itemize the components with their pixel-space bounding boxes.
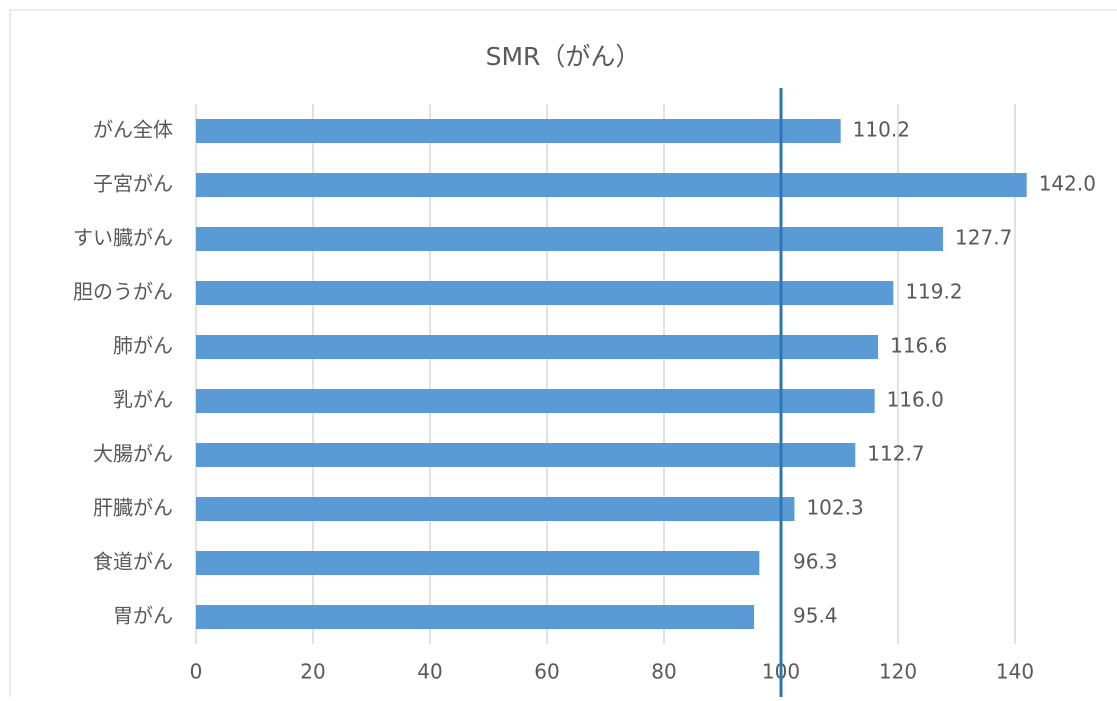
y-tick-label: がん全体 xyxy=(93,118,173,142)
bar xyxy=(196,389,875,413)
value-label: 102.3 xyxy=(806,496,863,520)
y-tick-label: 胆のうがん xyxy=(73,280,173,304)
bar xyxy=(196,281,894,305)
bar xyxy=(196,173,1027,197)
x-tick-label: 140 xyxy=(996,660,1034,684)
x-tick-label: 0 xyxy=(190,660,203,684)
y-tick-label: 肝臓がん xyxy=(93,496,173,520)
y-tick-label: 大腸がん xyxy=(93,442,173,466)
y-tick-label: 子宮がん xyxy=(93,172,173,196)
value-label: 110.2 xyxy=(853,118,910,142)
value-label: 116.6 xyxy=(890,334,947,358)
bar xyxy=(196,605,755,629)
value-label: 127.7 xyxy=(955,226,1012,250)
bar xyxy=(196,497,795,521)
x-tick-label: 120 xyxy=(879,660,917,684)
x-tick-label: 60 xyxy=(534,660,559,684)
bar xyxy=(196,119,841,143)
value-label: 116.0 xyxy=(887,388,944,412)
y-tick-label: すい臓がん xyxy=(73,226,173,250)
bar xyxy=(196,551,760,575)
chart-title: SMR（がん） xyxy=(486,42,641,71)
bar xyxy=(196,227,944,251)
y-tick-label: 肺がん xyxy=(113,334,173,358)
bar xyxy=(196,443,856,467)
value-label: 95.4 xyxy=(793,604,838,628)
value-label: 112.7 xyxy=(867,442,924,466)
y-tick-label: 食道がん xyxy=(93,550,173,574)
value-label: 96.3 xyxy=(793,550,838,574)
x-tick-label: 20 xyxy=(300,660,325,684)
value-label: 119.2 xyxy=(905,280,962,304)
y-tick-label: 胃がん xyxy=(113,604,173,628)
y-tick-label: 乳がん xyxy=(113,388,173,412)
bar xyxy=(196,335,879,359)
value-label: 142.0 xyxy=(1039,172,1096,196)
x-tick-label: 40 xyxy=(417,660,442,684)
x-tick-label: 80 xyxy=(651,660,676,684)
